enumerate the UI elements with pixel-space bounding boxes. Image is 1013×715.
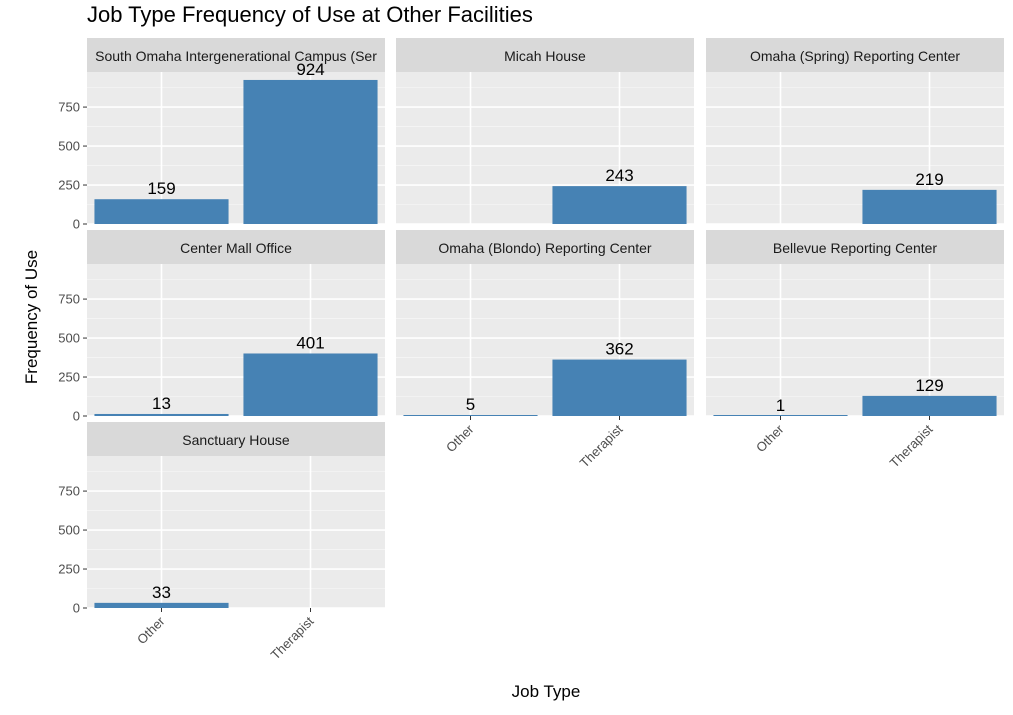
bar-value-label: 159 <box>147 179 175 198</box>
facet-panel: Center Mall Office 13 401 0 250 500 750 <box>58 230 385 424</box>
bar-value-label: 219 <box>915 170 943 189</box>
bar-value-label: 33 <box>152 583 171 602</box>
bar-value-label: 5 <box>466 395 475 414</box>
bar <box>94 413 229 416</box>
y-tick-label: 500 <box>58 331 80 346</box>
bar-value-label: 362 <box>605 340 633 359</box>
facet-strip <box>87 422 385 456</box>
bar-value-label: 1 <box>776 396 785 415</box>
facet-panels: South Omaha Intergenerational Campus (Se… <box>58 38 1004 662</box>
bar <box>713 415 848 416</box>
facet-strip <box>87 38 385 72</box>
bar <box>243 79 378 224</box>
bar-value-label: 401 <box>296 333 324 352</box>
facet-panel: Bellevue Reporting Center 1 129 Other Therap… <box>706 230 1004 470</box>
x-tick-label: Therapist <box>577 421 626 470</box>
panel-background <box>706 264 1004 416</box>
facet-strip <box>87 230 385 264</box>
y-tick-label: 250 <box>58 370 80 385</box>
y-axis-title: Frequency of Use <box>22 250 41 384</box>
panel-background <box>87 456 385 608</box>
bar-value-label: 129 <box>915 376 943 395</box>
x-tick-label: Therapist <box>887 421 936 470</box>
facet-strip <box>706 230 1004 264</box>
y-tick-label: 750 <box>58 100 80 115</box>
facet-strip-label: Omaha (Spring) Reporting Center <box>750 48 960 64</box>
bar <box>243 353 378 416</box>
facet-strip-label: South Omaha Intergenerational Campus (Se… <box>95 48 377 64</box>
y-tick-label: 250 <box>58 178 80 193</box>
facet-strip-label: Sanctuary House <box>182 432 290 448</box>
bar <box>862 189 997 224</box>
x-tick-label: Other <box>443 421 477 455</box>
x-tick-label: Therapist <box>268 613 317 662</box>
y-tick-label: 750 <box>58 292 80 307</box>
facet-panel: Omaha (Spring) Reporting Center 219 <box>706 38 1004 225</box>
facet-strip-label: Omaha (Blondo) Reporting Center <box>438 240 652 256</box>
bar <box>94 199 229 224</box>
bar <box>403 415 538 416</box>
x-axis-title: Job Type <box>512 682 581 701</box>
bar-value-label: 13 <box>152 394 171 413</box>
chart-title: Job Type Frequency of Use at Other Facil… <box>87 2 533 27</box>
facet-strip <box>706 38 1004 72</box>
y-tick-label: 500 <box>58 523 80 538</box>
y-tick-label: 0 <box>73 409 80 424</box>
bar <box>94 602 229 608</box>
y-tick-label: 0 <box>73 601 80 616</box>
bar <box>552 186 687 224</box>
facet-panel: South Omaha Intergenerational Campus (Se… <box>58 38 385 232</box>
bar-value-label: 924 <box>296 60 324 79</box>
x-tick-label: Other <box>134 613 168 647</box>
x-tick-label: Other <box>753 421 787 455</box>
bar-value-label: 243 <box>605 166 633 185</box>
facet-panel: Sanctuary House 33 0 250 500 750 Other Therapis… <box>58 422 385 662</box>
facet-strip <box>396 38 694 72</box>
y-tick-label: 0 <box>73 217 80 232</box>
bar <box>552 359 687 416</box>
y-tick-label: 750 <box>58 484 80 499</box>
y-tick-label: 250 <box>58 562 80 577</box>
facet-strip-label: Bellevue Reporting Center <box>773 240 938 256</box>
y-tick-label: 500 <box>58 139 80 154</box>
facet-strip-label: Micah House <box>504 48 586 64</box>
facet-strip-label: Center Mall Office <box>180 240 292 256</box>
facet-strip <box>396 230 694 264</box>
facet-panel: Micah House 243 <box>396 38 694 225</box>
bar <box>862 395 997 416</box>
facet-panel: Omaha (Blondo) Reporting Center 5 362 Other… <box>396 230 694 470</box>
